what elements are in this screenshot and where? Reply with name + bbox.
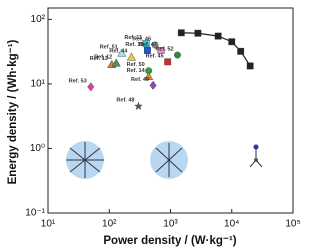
x-tick-label: 10⁵ — [285, 219, 300, 230]
point-label: Ref. 53 — [69, 78, 87, 84]
point-label: Ref. 52 — [155, 47, 173, 53]
point — [194, 29, 202, 37]
y-tick-label: 10² — [31, 14, 46, 25]
point-label: Ref. 19 — [125, 42, 143, 48]
point — [117, 48, 127, 57]
y-axis-label: Energy density / (Wh·kg⁻¹) — [7, 39, 19, 184]
y-tick-label: 10⁻¹ — [25, 208, 45, 219]
point — [164, 58, 172, 66]
point-label: Ref. 51 — [100, 45, 118, 51]
x-tick-label: 10² — [102, 219, 117, 230]
point — [144, 71, 154, 80]
point — [246, 62, 254, 70]
point — [157, 47, 165, 54]
point-label: Ref. 47 — [139, 42, 157, 48]
x-tick-label: 10⁴ — [224, 219, 239, 230]
point-label: Ref. 45 — [146, 53, 164, 59]
x-tick-label: 10¹ — [41, 219, 56, 230]
y-tick-label: 10¹ — [31, 79, 46, 90]
point — [151, 41, 159, 49]
point — [87, 82, 95, 92]
point-label: Ref. 11 — [124, 35, 142, 41]
point-label: Ref. 46 — [133, 37, 151, 43]
point — [149, 80, 157, 90]
point-label: Ref. 14 — [127, 68, 146, 74]
point-label: Ref. 13 — [90, 56, 108, 62]
y-tick-label: 10⁰ — [30, 143, 45, 154]
point — [144, 47, 151, 54]
point-label: Ref. 44 — [109, 49, 128, 55]
point — [177, 29, 185, 37]
point — [126, 52, 136, 61]
point — [142, 40, 150, 48]
point — [134, 101, 143, 111]
illustrations — [66, 141, 263, 179]
point-label: Ref. 12 — [94, 55, 112, 61]
point — [237, 47, 245, 55]
point — [174, 51, 181, 59]
point — [228, 38, 236, 46]
point-label: Ref. 50 — [127, 62, 145, 68]
x-axis-label: Power density / (W·kg⁻¹) — [103, 235, 236, 247]
x-tick-label: 10³ — [163, 219, 178, 230]
chart: Power density / (W·kg⁻¹) Energy density … — [7, 7, 301, 247]
point — [214, 32, 222, 40]
plot-frame — [47, 7, 294, 214]
point — [111, 58, 121, 67]
point-label: Ref. 49 — [131, 77, 149, 83]
point-label: Ref. 48 — [116, 98, 134, 104]
